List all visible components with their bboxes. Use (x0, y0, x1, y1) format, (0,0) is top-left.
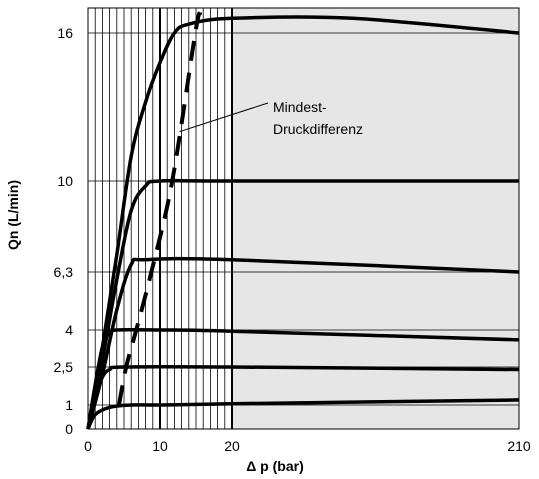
x-tick-label: 0 (84, 438, 92, 454)
y-axis-title: Qn (L/min) (5, 180, 21, 250)
y-tick-label: 6,3 (54, 264, 74, 280)
annotation-leader-line (179, 102, 269, 133)
series-line-1 (86, 398, 520, 430)
threshold-dashed-line (116, 11, 203, 406)
shaded-region (232, 8, 519, 429)
x-tick-label: 20 (224, 438, 240, 454)
series-line-4 (86, 256, 520, 430)
y-tick-label: 16 (57, 25, 73, 41)
x-tick-label: 210 (507, 438, 531, 454)
series-group (86, 15, 520, 430)
y-tick-label: 1 (65, 397, 73, 413)
x-tick-labels: 0 10 20 210 (84, 438, 531, 454)
y-tick-labels: 0 1 2,5 4 6,3 10 16 (54, 25, 74, 437)
x-tick-label: 10 (152, 438, 168, 454)
x-axis-title: Δ p (bar) (246, 458, 304, 474)
annotation-line-2: Druckdifferenz (273, 121, 363, 137)
series-line-5 (86, 178, 519, 430)
series-line-6 (86, 15, 520, 430)
y-tick-label: 0 (65, 421, 73, 437)
plot-frame (87, 7, 520, 430)
y-tick-label: 10 (57, 173, 73, 189)
y-tick-label: 4 (65, 322, 73, 338)
y-tick-label: 2,5 (54, 359, 74, 375)
annotation-line-1: Mindest- (273, 99, 327, 115)
